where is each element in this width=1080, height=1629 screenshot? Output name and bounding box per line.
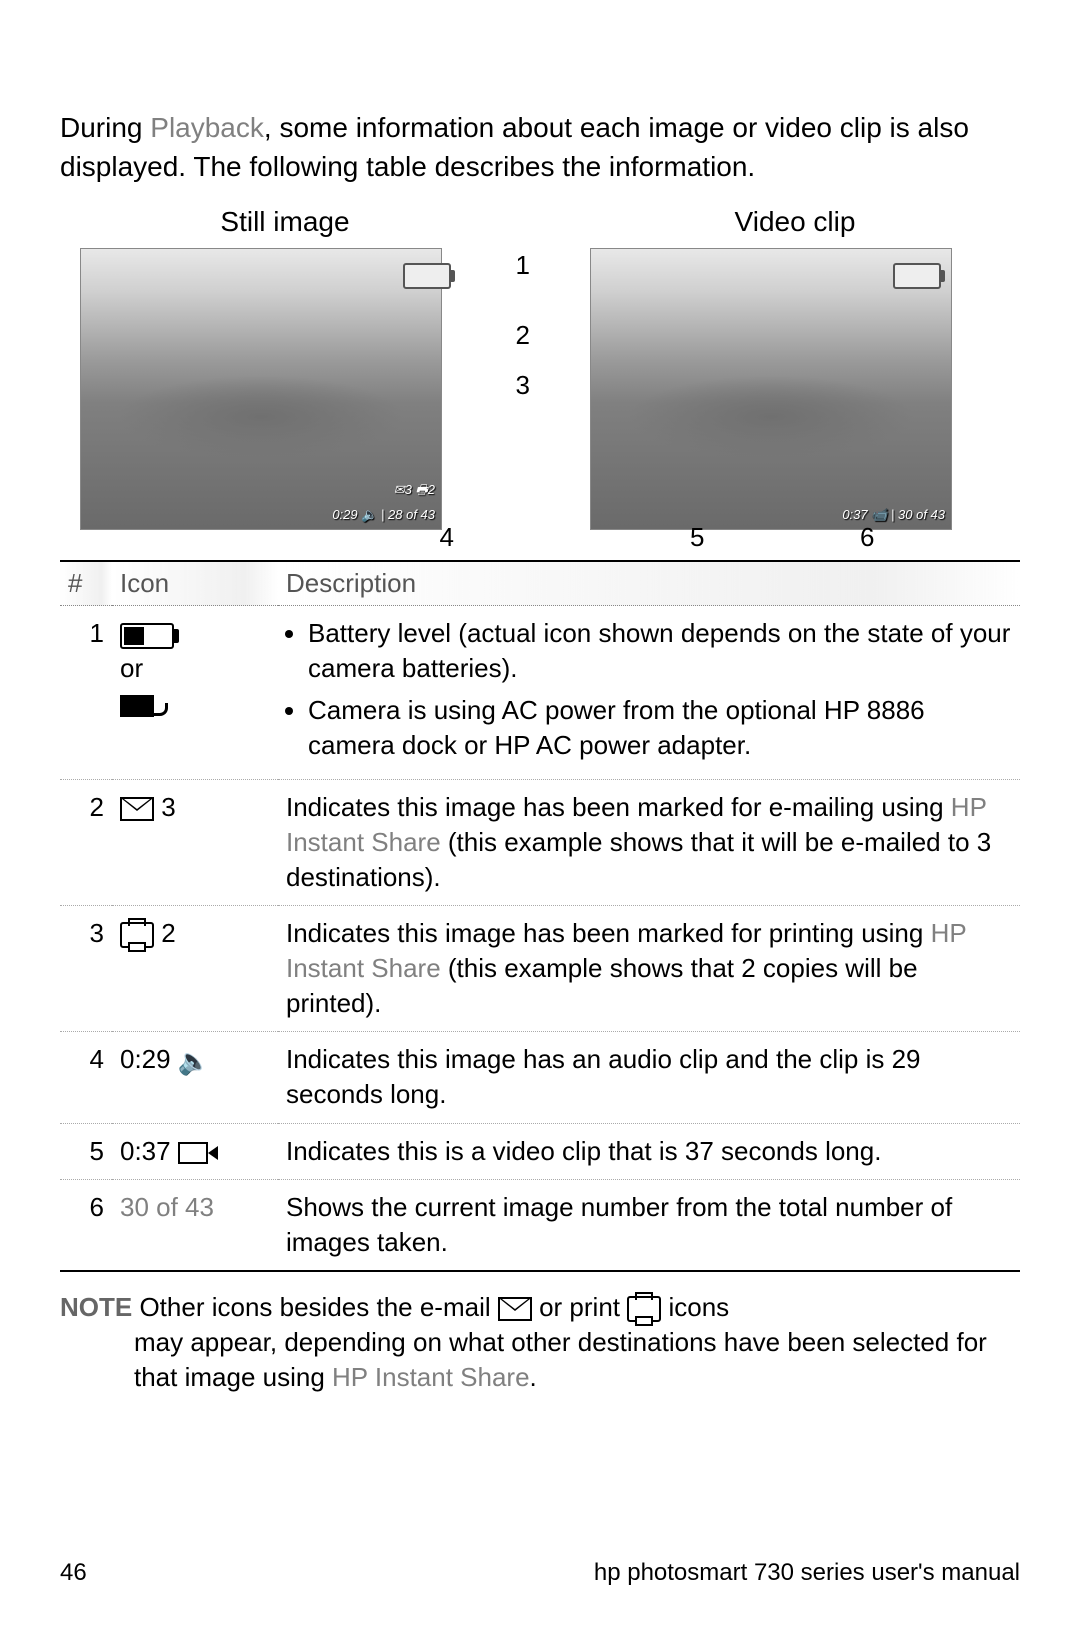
callout-6: 6 xyxy=(860,522,874,553)
video-icon xyxy=(178,1142,208,1164)
row-num: 3 xyxy=(60,906,112,1032)
table-row: 6 30 of 43 Shows the current image numbe… xyxy=(60,1179,1020,1271)
row-desc: Indicates this image has been marked for… xyxy=(278,779,1020,905)
note-l1b: or print xyxy=(532,1292,627,1322)
row-num: 6 xyxy=(60,1179,112,1271)
desc-pre: Indicates this image has been marked for… xyxy=(286,792,951,822)
envelope-icon xyxy=(498,1297,532,1321)
still-overlay-top: ✉3 🖶2 xyxy=(394,481,435,503)
video-overlay-text: 0:37 📹 | 30 of 43 xyxy=(842,507,945,523)
print-icon xyxy=(120,922,154,948)
or-text: or xyxy=(120,653,143,683)
table-row: 3 2 Indicates this image has been marked… xyxy=(60,906,1020,1032)
row-desc: Indicates this is a video clip that is 3… xyxy=(278,1123,1020,1179)
th-num: # xyxy=(60,561,112,606)
images-row: Still image ✉3 🖶2 0:29 🔈 | 28 of 43 1 2 … xyxy=(80,206,1000,530)
table-row: 2 3 Indicates this image has been marked… xyxy=(60,779,1020,905)
duration-text: 0:37 xyxy=(120,1136,171,1166)
table-row: 5 0:37 Indicates this is a video clip th… xyxy=(60,1123,1020,1179)
row-num: 1 xyxy=(60,606,112,779)
row-desc: Indicates this image has been marked for… xyxy=(278,906,1020,1032)
row-icon: 30 of 43 xyxy=(112,1179,278,1271)
row-icon: or xyxy=(112,606,278,779)
note-l3: . xyxy=(530,1362,537,1392)
row-desc: Shows the current image number from the … xyxy=(278,1179,1020,1271)
bullet: Camera is using AC power from the option… xyxy=(308,693,1012,763)
row-icon: 2 xyxy=(112,906,278,1032)
callout-3: 3 xyxy=(516,370,530,401)
note-l1a: Other icons besides the e-mail xyxy=(132,1292,498,1322)
still-image-label: Still image xyxy=(80,206,490,238)
title-rest: photosmart 730 series user's manual xyxy=(621,1559,1020,1586)
row-icon: 0:29 🔈 xyxy=(112,1032,278,1123)
callout-1: 1 xyxy=(516,250,530,281)
print-icon xyxy=(627,1296,661,1322)
still-image-col: Still image ✉3 🖶2 0:29 🔈 | 28 of 43 1 2 … xyxy=(80,206,490,530)
speaker-icon: 🔈 xyxy=(178,1044,210,1079)
still-overlay: ✉3 🖶2 0:29 🔈 | 28 of 43 xyxy=(332,481,435,523)
row-desc: Indicates this image has an audio clip a… xyxy=(278,1032,1020,1123)
plug-icon xyxy=(120,695,154,717)
callout-5: 5 xyxy=(690,522,704,553)
battery-overlay-icon xyxy=(403,263,451,289)
row-icon: 0:37 xyxy=(112,1123,278,1179)
table-row: 1 or Battery level (actual icon shown de… xyxy=(60,606,1020,779)
row-num: 5 xyxy=(60,1123,112,1179)
duration-text: 0:29 xyxy=(120,1044,171,1074)
battery-icon xyxy=(120,623,174,649)
video-clip-thumb: 0:37 📹 | 30 of 43 xyxy=(590,248,952,530)
note-l2: may appear, depending on what other dest… xyxy=(134,1327,987,1392)
bullet: Battery level (actual icon shown depends… xyxy=(308,616,1012,686)
th-desc: Description xyxy=(278,561,1020,606)
hp-brand: hp xyxy=(594,1559,621,1586)
callout-4: 4 xyxy=(440,522,454,553)
still-image-thumb: ✉3 🖶2 0:29 🔈 | 28 of 43 xyxy=(80,248,442,530)
page: During Playback, some information about … xyxy=(0,0,1080,1629)
row-num: 4 xyxy=(60,1032,112,1123)
icon-count: 2 xyxy=(161,918,175,948)
note-label: NOTE xyxy=(60,1292,132,1322)
manual-title: hp photosmart 730 series user's manual xyxy=(594,1559,1020,1587)
note: NOTE Other icons besides the e-mail or p… xyxy=(60,1290,1020,1395)
note-body: may appear, depending on what other dest… xyxy=(134,1325,1020,1395)
envelope-icon xyxy=(120,797,154,821)
intro-prefix: During xyxy=(60,112,150,143)
still-overlay-bottom: 0:29 🔈 | 28 of 43 xyxy=(332,507,435,523)
desc-pre: Indicates this image has been marked for… xyxy=(286,918,931,948)
video-clip-label: Video clip xyxy=(590,206,1000,238)
note-l1c: icons xyxy=(661,1292,729,1322)
info-table: # Icon Description 1 or Battery level (a… xyxy=(60,560,1020,1271)
page-number: 46 xyxy=(60,1559,87,1587)
intro-playback: Playback xyxy=(150,112,264,143)
callout-2: 2 xyxy=(516,320,530,351)
hp-instant-share: HP Instant Share xyxy=(332,1362,530,1392)
row-num: 2 xyxy=(60,779,112,905)
intro-paragraph: During Playback, some information about … xyxy=(60,108,1020,186)
th-icon: Icon xyxy=(112,561,278,606)
row-desc: Battery level (actual icon shown depends… xyxy=(278,606,1020,779)
row-icon: 3 xyxy=(112,779,278,905)
video-clip-col: Video clip 0:37 📹 | 30 of 43 5 6 xyxy=(590,206,1000,530)
video-overlay: 0:37 📹 | 30 of 43 xyxy=(842,507,945,523)
footer: 46 hp photosmart 730 series user's manua… xyxy=(60,1559,1020,1587)
battery-overlay-icon xyxy=(893,263,941,289)
icon-count: 3 xyxy=(161,792,175,822)
table-row: 4 0:29 🔈 Indicates this image has an aud… xyxy=(60,1032,1020,1123)
